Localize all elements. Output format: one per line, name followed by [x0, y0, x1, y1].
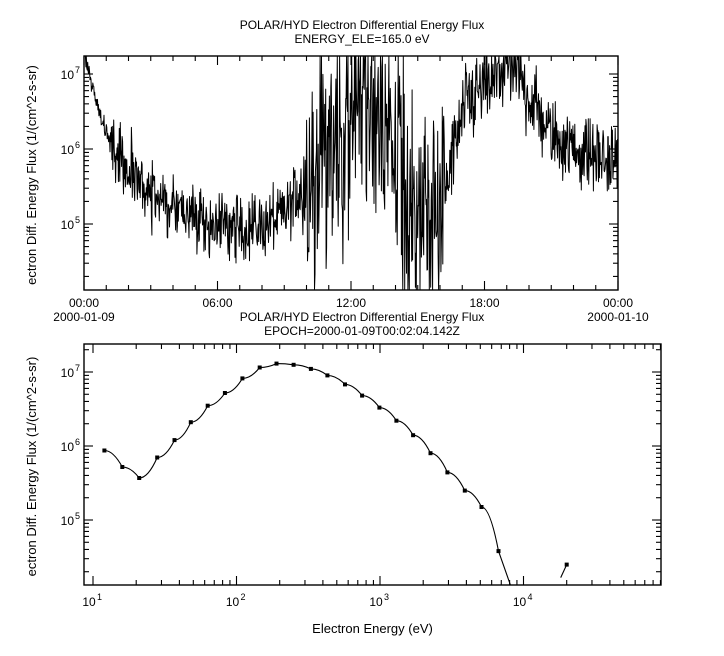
bottom-x-ticklabel-3-base: 10	[513, 595, 527, 609]
top-y-ticklabel-0: 10 7	[61, 65, 80, 82]
top-y-ticklabel-1: 10 6	[61, 140, 80, 157]
bottom-y-ticklabel-1-base: 10	[61, 440, 75, 454]
spectrum-point-14	[343, 382, 347, 387]
top-y-ticklabel-0-exp: 7	[75, 65, 80, 75]
top-y-axis-label: ectron Diff. Energy Flux (1/(cm^2-s-sr)	[24, 65, 39, 285]
bottom-plot-title: POLAR/HYD Electron Differential Energy F…	[0, 310, 724, 338]
top-y-ticklabel-0-base: 10	[61, 68, 75, 82]
spectrum-point-16	[377, 405, 382, 410]
top-x-datelabel-4: 2000-01-10	[587, 310, 649, 324]
spectrum-isolated-segment	[560, 564, 568, 578]
top-y-ticklabel-2: 10 5	[61, 215, 80, 232]
top-y-ticklabel-1-exp: 6	[75, 140, 80, 150]
spectrum-point-17	[394, 418, 399, 423]
bottom-plot-title-line1: POLAR/HYD Electron Differential Energy F…	[239, 310, 485, 324]
bottom-y-ticklabel-1: 10 6	[61, 437, 80, 454]
spectrum-point-6	[205, 403, 210, 408]
spectrum-point-8	[240, 376, 245, 381]
spectrum-point-0	[102, 448, 107, 453]
bottom-y-ticklabel-1-exp: 6	[75, 437, 80, 447]
bottom-y-ticklabel-2: 10 5	[61, 511, 80, 528]
top-x-ticklabel-0: 00:00	[69, 296, 99, 310]
spectrum-point-4	[172, 438, 177, 443]
bottom-x-ticklabel-0-base: 10	[82, 595, 96, 609]
bottom-x-ticklabel-2-exp: 3	[384, 592, 389, 602]
spectrum-point-23	[496, 549, 501, 554]
spectrum-point-22	[479, 505, 484, 509]
top-y-ticklabel-2-base: 10	[61, 218, 75, 232]
bottom-x-axis-label: Electron Energy (eV)	[312, 621, 433, 636]
bottom-x-ticklabel-0-exp: 1	[97, 592, 102, 602]
bottom-plot-frame	[83, 343, 662, 586]
top-plot-title-line2: ENERGY_ELE=165.0 eV	[294, 32, 430, 46]
spectrum-point-7	[222, 391, 227, 395]
bottom-plot-title-line2: EPOCH=2000-01-09T00:02:04.142Z	[264, 324, 460, 338]
top-plot-trace	[84, 56, 618, 290]
bottom-y-ticklabel-0: 10 7	[61, 363, 80, 380]
spectrum-point-24	[564, 562, 569, 567]
bottom-x-ticklabel-0: 10 1	[82, 592, 102, 609]
top-x-datelabel-0: 2000-01-09	[53, 310, 115, 324]
spectrum-trace	[104, 363, 512, 585]
top-y-ticklabel-1-base: 10	[61, 143, 75, 157]
bottom-y-ticklabel-2-exp: 5	[75, 511, 80, 521]
bottom-x-ticklabel-2-base: 10	[369, 595, 383, 609]
spectrum-point-12	[308, 366, 313, 371]
spectrum-point-15	[360, 393, 365, 398]
bottom-x-ticklabel-1-exp: 2	[241, 592, 246, 602]
bottom-x-ticklabel-1: 10 2	[226, 592, 246, 609]
top-plot-title: POLAR/HYD Electron Differential Energy F…	[0, 18, 724, 46]
spectrum-point-19	[428, 451, 433, 456]
spectrum-point-18	[411, 433, 416, 438]
top-x-ticklabel-4: 00:00	[603, 296, 633, 310]
bottom-y-ticklabel-2-base: 10	[61, 514, 75, 528]
bottom-x-ticklabel-2: 10 3	[369, 592, 389, 609]
bottom-x-ticklabel-3: 10 4	[513, 592, 533, 609]
bottom-y-ticklabel-0-base: 10	[61, 366, 75, 380]
spectrum-point-11	[291, 362, 296, 367]
spectrum-point-21	[462, 488, 467, 493]
top-y-ticklabel-2-exp: 5	[75, 215, 80, 225]
top-x-ticklabel-2: 12:00	[336, 296, 366, 310]
spectrum-point-3	[155, 455, 160, 460]
bottom-x-ticklabel-1-base: 10	[226, 595, 240, 609]
top-x-ticklabel-1: 06:00	[202, 296, 232, 310]
spectrum-point-2	[137, 476, 142, 480]
spectrum-point-9	[257, 365, 262, 370]
bottom-y-ticklabel-0-exp: 7	[75, 363, 80, 373]
bottom-x-ticklabel-3-exp: 4	[528, 592, 533, 602]
spectrum-point-10	[274, 361, 279, 366]
top-plot-title-line1: POLAR/HYD Electron Differential Energy F…	[239, 18, 485, 32]
bottom-y-axis-label: ectron Diff. Energy Flux (1/(cm^2-s-sr)	[24, 357, 39, 577]
spectrum-point-5	[188, 420, 193, 425]
top-x-ticklabel-3: 18:00	[469, 296, 499, 310]
spectrum-point-13	[325, 373, 330, 378]
spectrum-point-1	[120, 465, 125, 469]
spectrum-point-20	[445, 470, 450, 475]
